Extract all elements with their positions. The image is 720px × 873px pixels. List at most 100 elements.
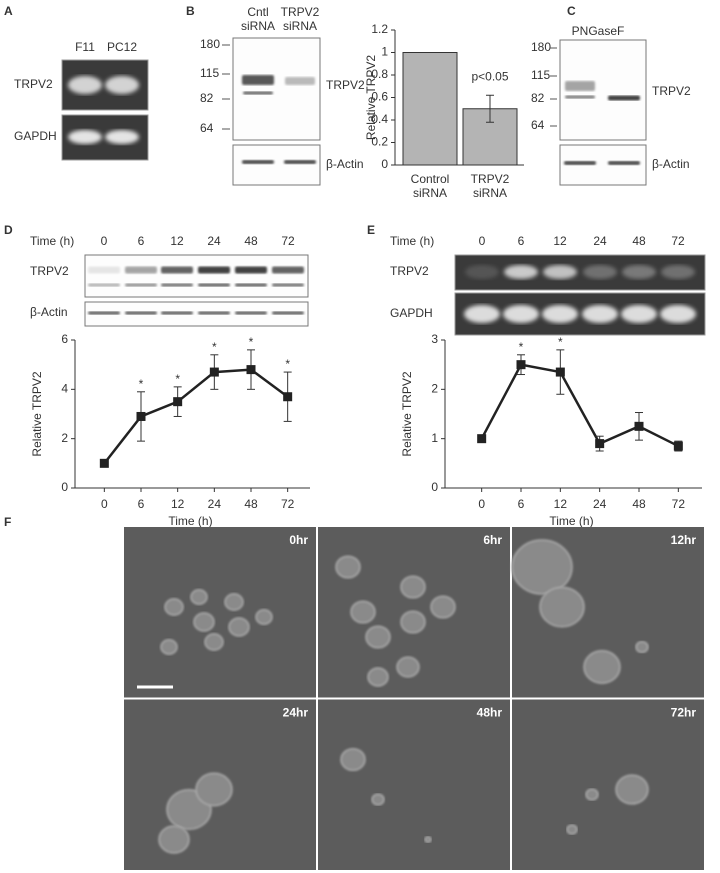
x-tick-label: Control siRNA	[410, 172, 450, 200]
blot-band	[242, 75, 274, 85]
lane-label: 6	[518, 234, 525, 248]
lane-label: TRPV2 siRNA	[280, 5, 320, 33]
x-axis-label: Time (h)	[168, 514, 212, 528]
x-tick-label: TRPV2 siRNA	[470, 172, 510, 200]
point	[283, 392, 293, 402]
row-label: β-Actin	[326, 157, 364, 171]
image-label: 12hr	[671, 533, 697, 547]
x-tick-label: 6	[517, 497, 525, 511]
blot-band	[242, 160, 274, 164]
lane-label: PC12	[107, 40, 137, 54]
cell	[350, 600, 376, 624]
gel-band	[464, 305, 500, 323]
blot-band	[198, 283, 230, 287]
panel-letter: E	[367, 223, 375, 237]
image-label: 0hr	[289, 533, 308, 547]
gel-band	[68, 76, 102, 94]
y-tick-label: 1	[381, 45, 388, 59]
point	[209, 367, 219, 377]
image-label: 48hr	[477, 706, 503, 720]
panel-letter: B	[186, 4, 195, 18]
cell	[190, 589, 208, 605]
lane-label: 72	[671, 234, 685, 248]
cell	[193, 612, 215, 632]
blot-band	[88, 283, 120, 287]
cell	[340, 747, 366, 772]
panel-letter: F	[4, 515, 11, 529]
lane-label: F11	[75, 40, 95, 54]
line	[480, 363, 679, 448]
x-tick-label: 6	[137, 497, 145, 511]
row-label: TRPV2	[652, 84, 691, 98]
point	[673, 441, 683, 451]
lane-label: 48	[244, 234, 258, 248]
y-tick-label: 4	[61, 382, 68, 396]
marker-label: 82	[200, 91, 214, 105]
significance: *	[285, 357, 290, 371]
blot-band	[198, 266, 230, 274]
marker-label: 64	[531, 118, 545, 132]
time-label: Time (h)	[30, 234, 74, 248]
cell	[566, 824, 578, 835]
y-axis-label: Relative TRPV2	[30, 371, 44, 456]
marker-label: 180	[531, 40, 551, 54]
gel-band	[582, 305, 618, 323]
cell	[371, 793, 385, 806]
error-bar	[486, 94, 494, 123]
y-tick-label: 1.2	[371, 22, 388, 36]
cell	[224, 593, 244, 611]
marker-label: 115	[531, 68, 550, 82]
cell	[635, 640, 649, 654]
micrograph	[124, 527, 316, 698]
cell	[511, 539, 573, 595]
cell	[396, 656, 420, 678]
blot-band	[565, 81, 595, 91]
blot-band	[608, 161, 640, 165]
cell	[583, 650, 621, 684]
lane-label: 0	[101, 234, 108, 248]
x-tick-label: 48	[632, 497, 646, 511]
cell	[430, 595, 456, 619]
point	[246, 365, 256, 375]
significance: *	[519, 340, 524, 354]
time-label: Time (h)	[390, 234, 434, 248]
cell	[158, 825, 190, 854]
row-label: TRPV2	[326, 78, 365, 92]
micrograph	[512, 699, 704, 870]
blot-band	[565, 95, 595, 99]
image-label: 24hr	[283, 706, 309, 720]
lane-label: 24	[593, 234, 607, 248]
point	[634, 421, 644, 431]
point	[595, 439, 605, 449]
row-label: GAPDH	[14, 129, 57, 143]
cell	[615, 774, 649, 805]
blot-band	[272, 266, 304, 274]
cell	[204, 633, 224, 651]
lane-label: 12	[170, 234, 184, 248]
blot-band	[161, 266, 193, 274]
x-tick-label: 24	[592, 497, 607, 511]
y-tick-label: 2	[61, 431, 68, 445]
blot-band	[564, 161, 596, 165]
point	[555, 367, 565, 377]
significance: *	[175, 372, 180, 386]
blot-band	[235, 266, 267, 274]
y-tick-label: 0.2	[371, 135, 388, 149]
x-tick-label: 72	[280, 497, 295, 511]
marker-label: 180	[200, 37, 220, 51]
y-tick-label: 0.8	[371, 67, 388, 81]
blot-band	[125, 283, 157, 287]
cell	[585, 788, 599, 801]
row-label: TRPV2	[390, 264, 429, 278]
bar	[402, 52, 458, 166]
y-tick-label: 0.4	[371, 112, 388, 126]
blot-band	[235, 283, 267, 287]
x-tick-label: 0	[478, 497, 485, 511]
x-tick-label: 72	[671, 497, 685, 511]
gel-band	[543, 265, 577, 279]
gel-band	[621, 305, 657, 323]
cell	[164, 598, 184, 616]
blot-band	[235, 311, 267, 315]
gel-band	[503, 305, 539, 323]
image-label: 72hr	[671, 706, 697, 720]
